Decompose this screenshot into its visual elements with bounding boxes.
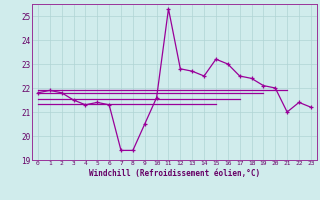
X-axis label: Windchill (Refroidissement éolien,°C): Windchill (Refroidissement éolien,°C)	[89, 169, 260, 178]
